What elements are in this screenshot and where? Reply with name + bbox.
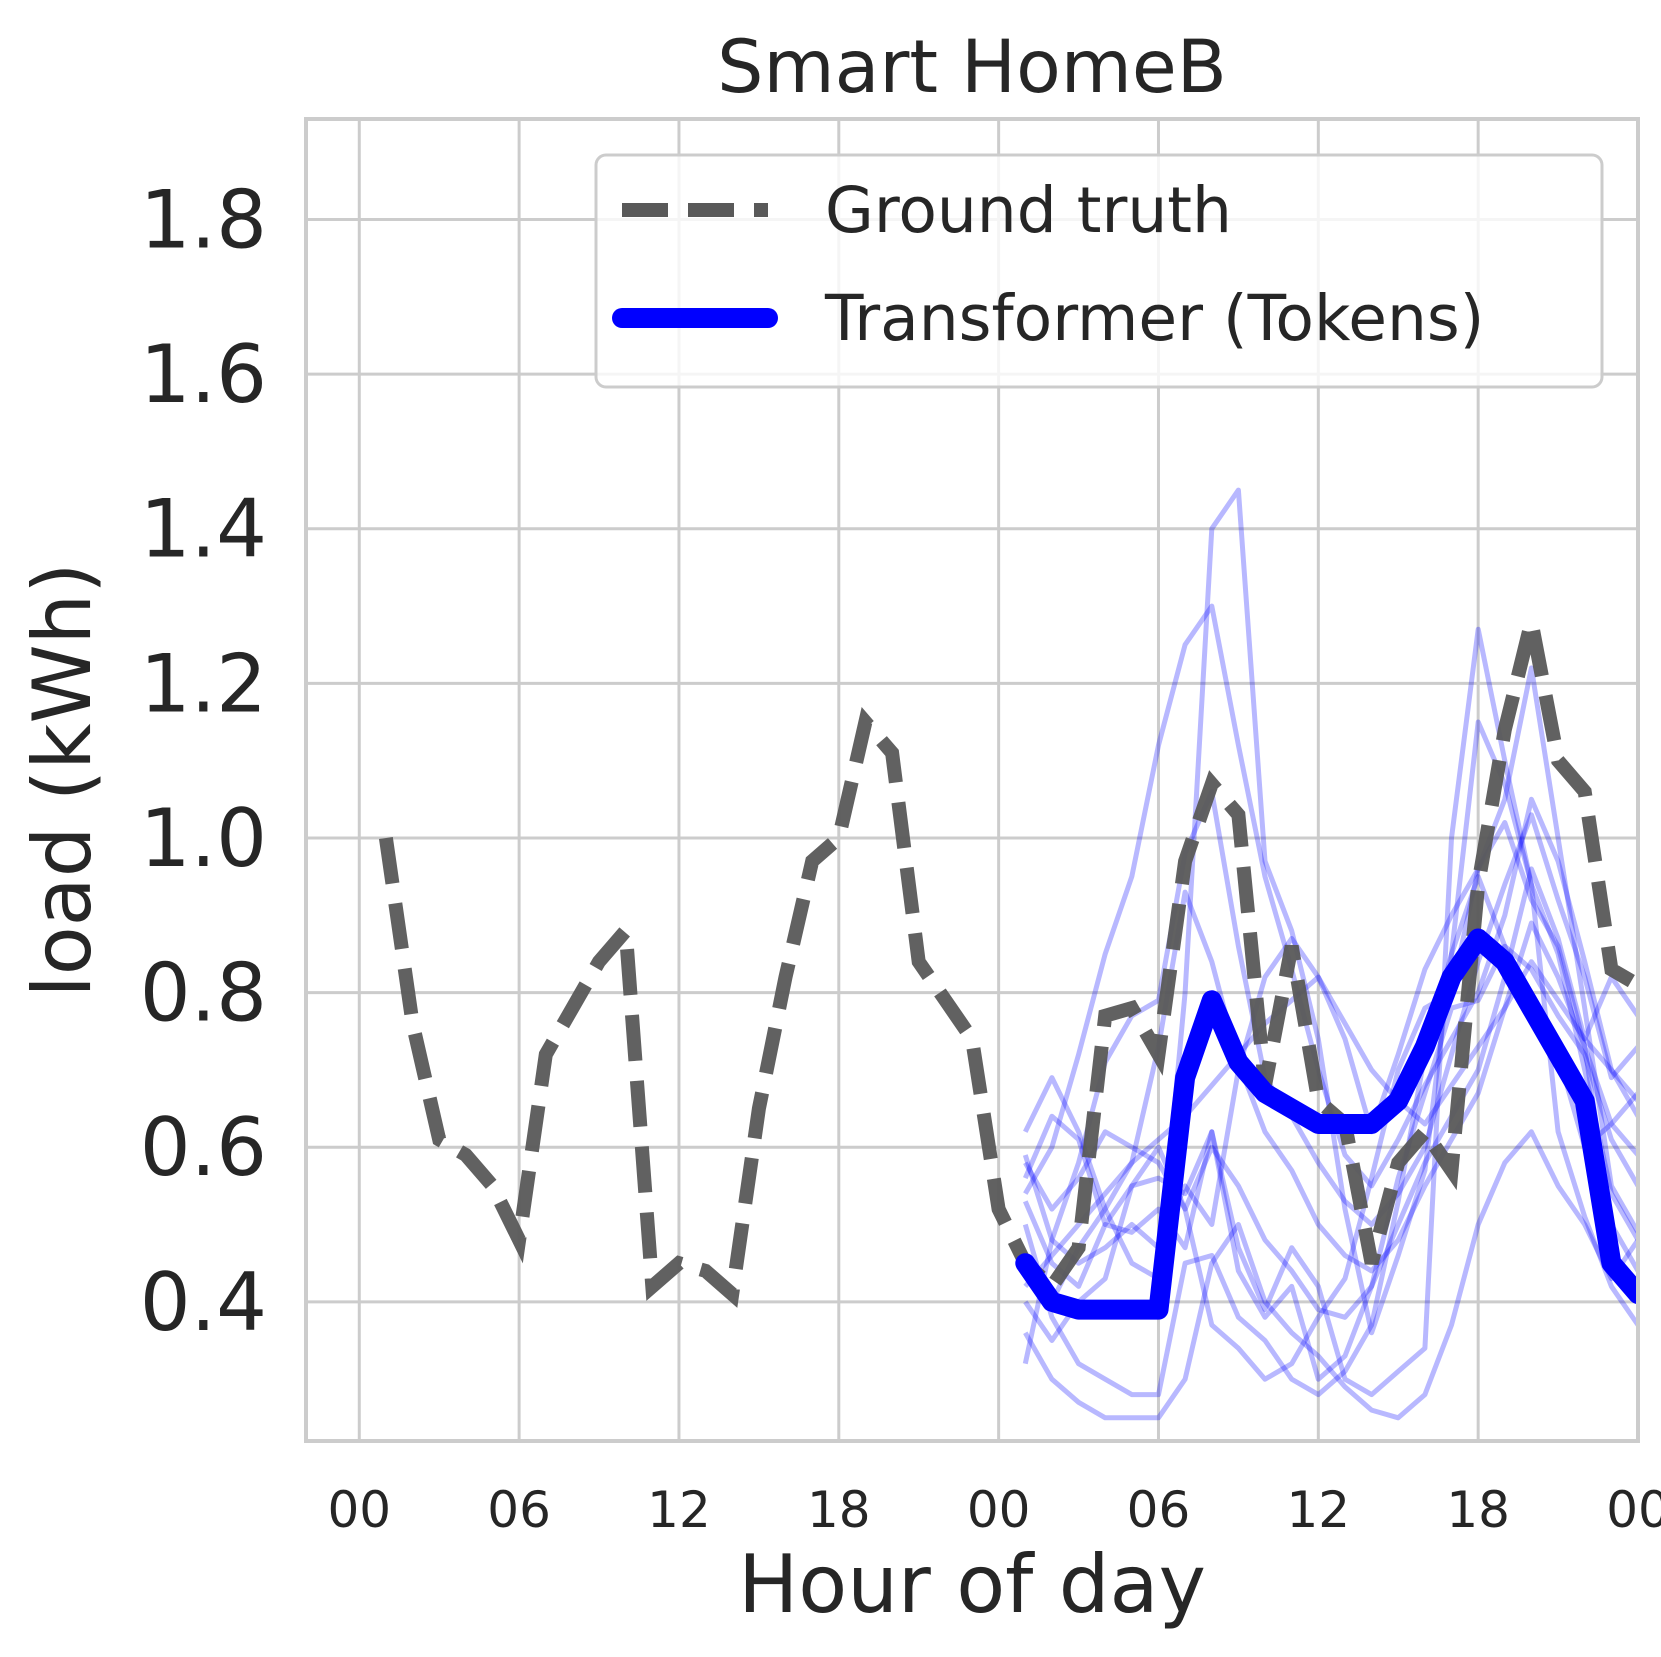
forecast-sample-line	[1023, 665, 1638, 1382]
x-tick-label: 00	[967, 1481, 1031, 1539]
y-axis-label: load (kWh)	[16, 563, 109, 998]
y-tick-labels: 0.4 0.6 0.8 1.0 1.2 1.4 1.6 1.8	[140, 174, 267, 1349]
chart-title: Smart HomeB	[717, 25, 1227, 110]
x-tick-label: 18	[1446, 1481, 1510, 1539]
forecast-sample-line	[1023, 959, 1638, 1289]
forecast-sample-line	[1022, 789, 1638, 1365]
x-tick-label: 00	[1606, 1481, 1661, 1539]
forecast-sample-line	[1023, 866, 1638, 1320]
series-lines	[378, 619, 1638, 1320]
y-tick-label: 0.4	[140, 1256, 267, 1349]
forecast-sample-line	[1023, 626, 1638, 1398]
x-axis-label: Hour of day	[738, 1538, 1206, 1631]
forecast-sample-line	[1023, 889, 1638, 1305]
x-tick-label: 00	[327, 1481, 391, 1539]
transformer-forecast-line	[1015, 928, 1638, 1320]
forecast-sample-line	[1022, 820, 1638, 1273]
legend-label-transformer: Transformer (Tokens)	[824, 282, 1484, 355]
forecast-sample-line	[1023, 943, 1638, 1382]
x-tick-label: 18	[807, 1481, 871, 1539]
y-tick-label: 1.0	[140, 792, 267, 885]
y-tick-label: 1.4	[140, 483, 267, 576]
plot-frame	[304, 117, 1640, 1443]
x-tick-label: 12	[647, 1481, 711, 1539]
y-tick-label: 0.8	[140, 947, 267, 1040]
x-tick-label: 06	[1127, 1481, 1191, 1539]
x-tick-label: 12	[1287, 1481, 1351, 1539]
y-tick-label: 1.2	[140, 637, 267, 730]
legend-box	[594, 153, 1604, 389]
x-tick-labels: 00 06 12 18 00 06 12 18 00	[327, 1481, 1661, 1539]
y-tick-label: 1.8	[140, 174, 267, 267]
y-tick-label: 0.6	[140, 1101, 267, 1194]
x-tick-label: 06	[487, 1481, 551, 1539]
y-tick-label: 1.6	[140, 328, 267, 421]
legend-label-ground-truth: Ground truth	[825, 174, 1232, 247]
legend: Ground truth Transformer (Tokens)	[594, 153, 1604, 389]
forecast-sample-line	[1023, 1129, 1638, 1421]
